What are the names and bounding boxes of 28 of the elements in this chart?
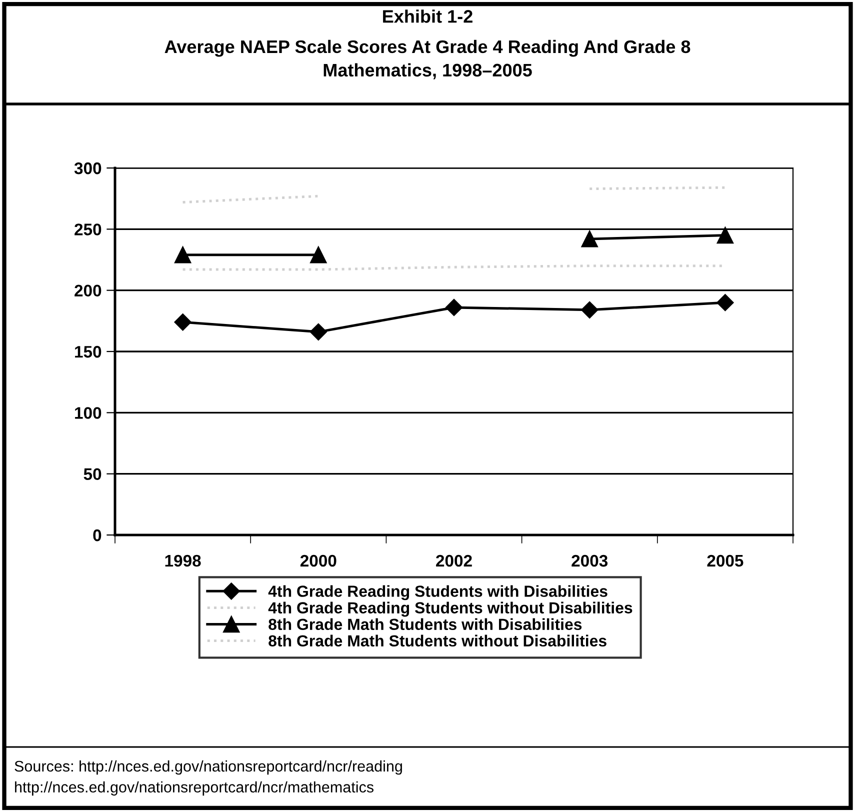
x-tick-label: 2002 xyxy=(436,554,472,567)
legend-label: 8th Grade Math Students without Disabilities xyxy=(268,634,606,647)
point xyxy=(716,294,734,312)
point xyxy=(310,323,327,340)
y-tick-label: 150 xyxy=(75,346,102,358)
point xyxy=(174,314,192,331)
point xyxy=(581,301,598,318)
point xyxy=(445,298,463,316)
legend-label: 8th Grade Math Students with Disabilities xyxy=(268,618,582,630)
point xyxy=(174,246,192,264)
chart-title: Exhibit 1-2 xyxy=(383,10,472,23)
y-tick-label: 300 xyxy=(74,162,102,174)
source-note: Sources: http://nces.ed.gov/nationsreportcard/ncr/reading http://nces.ed.gov/nationsreportcard/ncr/mathematics xyxy=(14,760,402,796)
chart-subtitle: Average NAEP Scale Scores At Grade 4 Reading And Grade 8 Mathematics, 1998–2005 xyxy=(164,40,690,80)
legend-label: 4th Grade Reading Students with Disabilities xyxy=(268,585,608,600)
y-tick-label: 200 xyxy=(74,284,102,297)
y-tick-label: 250 xyxy=(74,224,102,236)
x-tick-label: 2003 xyxy=(572,554,608,567)
y-tick-label: 50 xyxy=(84,468,102,480)
x-tick-label: 2000 xyxy=(300,554,336,567)
x-tick-label: 1998 xyxy=(165,554,201,567)
y-tick-label: 0 xyxy=(93,529,102,542)
point xyxy=(310,246,327,264)
legend-label: 4th Grade Reading Students without Disabilities xyxy=(268,602,632,617)
point xyxy=(716,226,734,244)
y-tick-label: 100 xyxy=(75,407,102,419)
x-tick-label: 2005 xyxy=(707,554,744,567)
point xyxy=(581,230,598,248)
